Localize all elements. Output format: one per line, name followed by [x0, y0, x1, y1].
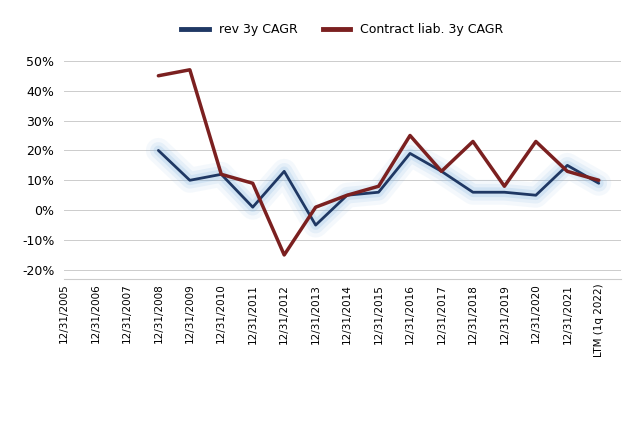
Legend: rev 3y CAGR, Contract liab. 3y CAGR: rev 3y CAGR, Contract liab. 3y CAGR: [177, 18, 508, 42]
